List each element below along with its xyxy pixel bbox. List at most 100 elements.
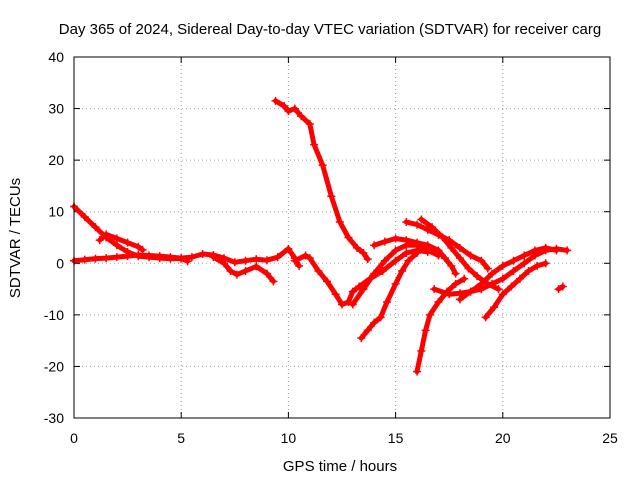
data-point [541,243,550,252]
data-point [507,282,516,291]
data-point [220,259,229,268]
data-point [226,267,235,276]
data-point [95,236,104,245]
data-point [404,256,413,265]
data-point [198,250,207,259]
data-point [554,285,563,294]
data-point [123,238,132,247]
data-point [363,326,372,335]
data-point [455,243,464,252]
data-point [473,272,482,281]
data-point [455,254,464,263]
data-point [331,290,340,299]
data-point [241,267,250,276]
data-point [112,241,121,250]
data-point [183,257,192,266]
data-point [112,253,121,262]
y-tick-label: 0 [56,255,64,271]
data-point [166,254,175,263]
data-point [530,246,539,255]
data-point [430,285,439,294]
y-tick-label: 10 [48,204,64,220]
data-point [318,161,327,170]
y-tick-label: -10 [44,307,64,323]
data-point [438,233,447,242]
data-point [413,238,422,247]
data-point [421,326,430,335]
data-point [460,274,469,283]
data-point [297,112,306,121]
series-line [483,260,549,320]
series-arc-11 [413,274,469,376]
data-point [558,282,567,291]
data-point [417,346,426,355]
data-point [425,310,434,319]
data-point [391,246,400,255]
data-point [353,243,362,252]
data-point [391,279,400,288]
data-point [370,318,379,327]
data-point [398,267,407,276]
data-point [269,277,278,286]
data-point [363,255,372,264]
series-line [273,98,371,262]
data-point [348,287,357,296]
data-point [241,256,250,265]
data-point [301,251,310,260]
data-point [262,256,271,265]
y-axis-label: SDTVAR / TECUs [7,178,24,298]
data-point [378,267,387,276]
data-point [134,242,143,251]
data-point [102,254,111,263]
data-point [271,96,280,105]
grid-lines [74,57,610,418]
data-point [357,334,366,343]
data-point [481,313,490,322]
y-tick-label: -20 [44,358,64,374]
series-arc-1 [70,244,304,270]
x-axis-label: GPS time / hours [283,458,397,475]
data-point [563,246,572,255]
data-point [177,254,186,263]
data-point [402,218,411,227]
data-point [440,254,449,263]
series-arc-9 [370,234,460,278]
data-series [70,96,572,376]
data-point [464,264,473,273]
y-tick-label: -30 [44,410,64,426]
data-point [380,237,389,246]
data-point [455,295,464,304]
data-point [376,313,385,322]
data-point [423,241,432,250]
series-arc-5 [271,96,372,264]
data-point [134,252,143,261]
x-tick-label: 15 [388,430,404,446]
data-point [370,269,379,278]
data-point [252,262,261,271]
data-point [380,256,389,265]
data-point [359,285,368,294]
data-point [155,254,164,263]
data-point [273,253,282,262]
series-arc-14 [455,243,561,304]
data-point [434,246,443,255]
x-tick-label: 5 [177,430,185,446]
data-point [327,192,336,201]
data-point [138,245,147,254]
data-point [370,241,379,250]
chart-title: Day 365 of 2024, Sidereal Day-to-day VTE… [59,21,601,38]
data-point [344,297,353,306]
data-point [413,220,422,229]
data-point [284,107,293,116]
data-point [483,264,492,273]
series-line [457,245,559,302]
data-point [280,101,289,110]
series-arc-3 [95,230,147,254]
data-point [335,218,344,227]
series-line [371,236,459,277]
series-line [71,204,191,264]
data-point [488,279,497,288]
data-point [359,248,368,257]
data-point [490,303,499,312]
